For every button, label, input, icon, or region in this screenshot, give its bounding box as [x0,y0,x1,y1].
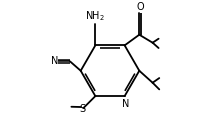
Text: NH$_2$: NH$_2$ [85,10,105,23]
Text: N: N [122,99,129,109]
Text: O: O [137,2,145,12]
Text: N: N [51,56,59,66]
Text: S: S [79,104,85,114]
